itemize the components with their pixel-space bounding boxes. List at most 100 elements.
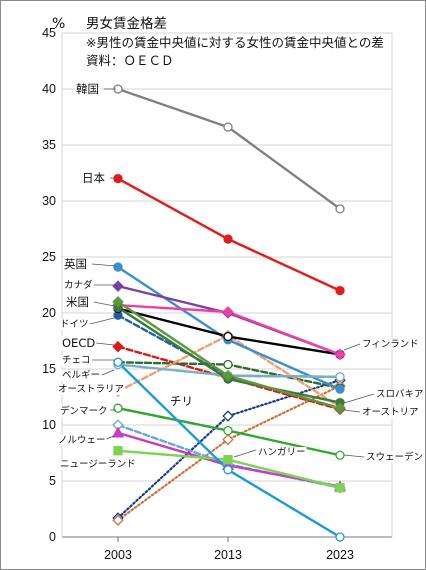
series-line (116, 306, 342, 404)
series-label: ノルウェー (58, 435, 106, 446)
y-tick-label: 20 (42, 306, 56, 320)
series-label: 英国 (64, 257, 87, 271)
data-point (334, 348, 346, 361)
data-point (112, 296, 124, 308)
label-background (75, 82, 100, 96)
label-background (63, 279, 95, 291)
x-tick-label: 2013 (214, 548, 242, 562)
label-background (59, 319, 90, 330)
data-point (335, 204, 345, 214)
label-background (57, 384, 126, 395)
y-tick-label: 10 (42, 418, 56, 432)
data-point (223, 122, 233, 132)
label-background (61, 355, 92, 366)
series-label: 米国 (66, 295, 89, 309)
data-point (223, 465, 233, 475)
x-tick-label: 2023 (326, 548, 354, 562)
data-point (223, 359, 233, 370)
data-point (223, 234, 233, 244)
series-line (116, 361, 342, 539)
data-point (222, 370, 234, 382)
label-background (59, 459, 137, 470)
label-background (365, 451, 425, 463)
series-line (116, 87, 342, 211)
data-point (112, 280, 124, 292)
data-point (222, 433, 234, 446)
series-label: オーストラリア (58, 384, 124, 395)
series-label: ベルギー (62, 370, 100, 381)
series-label: チリ (170, 394, 193, 408)
series-label: ドイツ (60, 319, 89, 330)
data-point (112, 340, 124, 353)
label-background (361, 407, 420, 418)
data-point (335, 450, 345, 460)
label-background (61, 370, 102, 381)
label-background (57, 435, 107, 446)
data-point (112, 514, 124, 526)
data-point (223, 425, 233, 436)
data-point (222, 306, 234, 318)
series-label: スウェーデン (366, 451, 423, 463)
label-leader-line (343, 343, 361, 351)
label-background (257, 447, 307, 458)
chart-subtitle: ※男性の賃金中央値に対する女性の賃金中央値との差 (86, 35, 384, 50)
label-leader-line (95, 342, 115, 346)
chart-source: 資料：ＯＥＣＤ (86, 53, 174, 68)
y-tick-label: 45 (42, 26, 56, 40)
series-label: ハンガリー (258, 447, 306, 458)
label-leader-line (93, 301, 115, 307)
series-label: スロバキア (376, 389, 424, 400)
label-background (169, 394, 194, 408)
data-point (335, 285, 345, 296)
data-point (113, 357, 123, 367)
x-tick-label: 2003 (104, 548, 132, 562)
data-point (335, 372, 345, 382)
label-leader-line (101, 369, 115, 376)
series-label: チェコ (62, 355, 91, 366)
y-tick-label: 25 (42, 250, 56, 264)
label-background (63, 257, 88, 271)
data-point (111, 426, 125, 438)
series-label: OECD (62, 336, 95, 350)
label-background (81, 171, 107, 185)
label-leader-line (343, 454, 365, 458)
data-point (223, 331, 233, 342)
data-point (222, 410, 234, 422)
chart-title: 男女賃金格差 (86, 15, 167, 32)
label-background (361, 339, 420, 350)
label-background (65, 295, 90, 309)
y-tick-label: 5 (49, 474, 56, 488)
series-label: オーストリア (362, 407, 419, 418)
series-label: 韓国 (76, 82, 99, 96)
data-point (113, 262, 123, 272)
y-tick-label: 0 (49, 530, 56, 544)
label-background (59, 405, 109, 417)
label-leader-line (233, 449, 257, 458)
label-leader-line (89, 317, 115, 325)
y-tick-label: 15 (42, 362, 56, 376)
data-point (223, 455, 233, 465)
data-point (335, 483, 345, 493)
data-point (113, 403, 123, 413)
data-point (113, 446, 123, 456)
y-tick-label: 40 (42, 82, 56, 96)
data-point (113, 173, 123, 184)
series-label: デンマーク (60, 405, 108, 417)
label-leader-line (91, 263, 117, 267)
data-point (335, 532, 345, 542)
label-leader-line (343, 409, 361, 413)
y-tick-label: 35 (42, 138, 56, 152)
label-background (61, 336, 97, 350)
label-leader-line (343, 393, 375, 404)
data-point (335, 384, 345, 394)
series-line (116, 379, 342, 520)
label-background (375, 389, 425, 400)
data-point (334, 402, 346, 414)
series-label: カナダ (64, 279, 93, 291)
series-label: ニュージーランド (60, 459, 136, 470)
y-axis-unit: % (52, 16, 65, 32)
series-label: 日本 (82, 171, 105, 185)
y-tick-label: 30 (42, 194, 56, 208)
series-label: フィンランド (362, 339, 419, 350)
